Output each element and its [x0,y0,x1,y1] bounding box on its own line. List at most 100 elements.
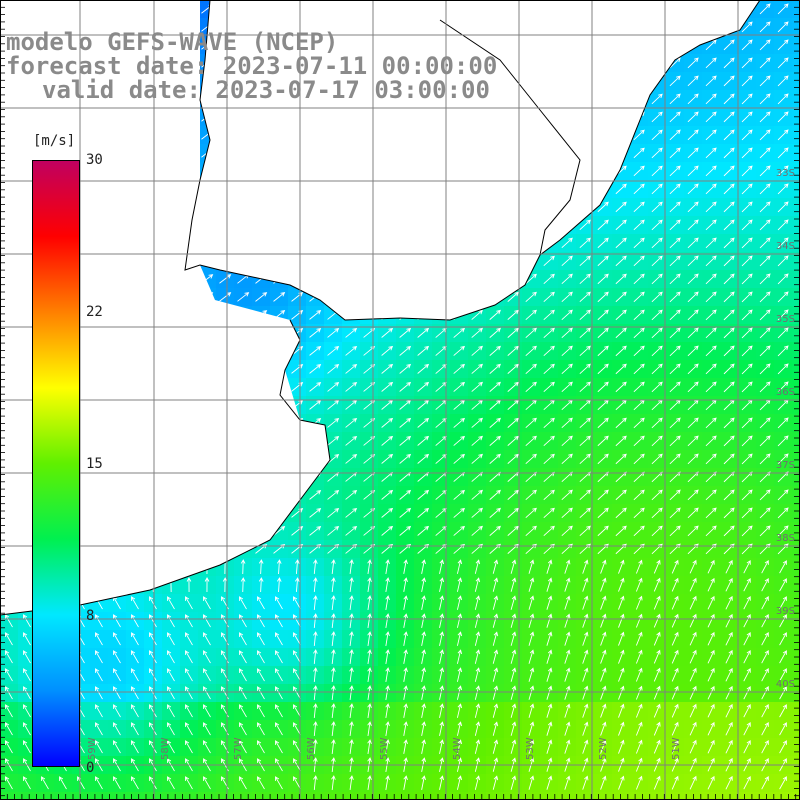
wind-arrow [779,686,787,700]
wind-speed-cell [792,306,800,325]
wind-arrow [345,525,358,536]
wind-arrow [417,327,430,338]
wind-arrow [564,667,571,682]
wind-arrow [687,57,699,69]
wind-arrow [421,775,426,790]
wind-speed-cell [792,18,800,37]
wind-speed-cell [792,342,800,361]
wind-arrow [546,613,553,628]
wind-arrow [510,613,517,628]
wind-arrow [707,577,715,592]
wind-arrow [759,219,771,231]
wind-speed-cell [792,396,800,415]
wind-arrow [185,668,193,682]
wind-arrow [385,685,390,700]
wind-arrow [597,327,609,339]
wind-arrow [23,614,31,628]
wind-arrow [705,111,717,123]
wind-arrow [561,525,573,537]
wind-arrow [421,631,426,646]
wind-speed-cell [522,792,541,800]
wind-arrow [633,453,645,465]
wind-arrow [203,632,211,646]
wind-arrow [723,273,735,285]
wind-arrow [777,165,789,177]
wind-arrow [331,559,336,575]
wind-arrow [759,201,771,213]
wind-arrow [579,363,591,375]
wind-arrow [417,363,430,374]
wind-arrow [759,183,771,195]
wind-arrow [597,309,609,321]
wind-arrow [689,775,697,790]
wind-arrow [777,345,789,357]
wind-arrow [705,273,717,285]
wind-speed-cell [612,792,631,800]
wind-arrow [489,309,501,320]
wind-arrow [367,721,372,736]
wind-arrow [651,93,663,105]
wind-arrow [633,273,645,285]
wind-arrow [185,740,193,754]
wind-arrow [331,703,336,719]
wind-speed-cell [162,792,181,800]
wind-arrow [507,291,519,302]
wind-arrow [240,559,246,575]
wind-arrow [741,57,753,69]
wind-arrow [579,381,591,393]
wind-arrow [113,686,121,700]
wind-arrow [743,721,751,736]
wind-arrow [741,309,753,321]
wind-arrow [687,183,699,195]
wind-arrow [95,704,103,718]
wind-arrow [618,613,625,628]
wind-arrow [167,776,175,790]
wind-arrow [723,363,735,375]
wind-arrow [759,21,771,33]
wind-arrow [257,776,265,790]
wind-arrow [167,614,175,628]
wind-arrow [543,255,555,267]
wind-arrow [131,776,139,790]
wind-arrow [564,577,571,592]
wind-arrow [331,631,336,647]
wind-arrow [293,668,301,682]
wind-arrow [705,453,717,465]
wind-arrow [761,560,769,574]
longitude-label: 58W [160,737,171,760]
wind-arrow [725,577,733,592]
wind-arrow [651,327,663,339]
wind-speed-cell [720,792,739,800]
wind-arrow [615,507,627,519]
wind-arrow [777,3,789,15]
wind-arrow [295,577,300,593]
wind-arrow [453,525,466,536]
wind-arrow [489,327,501,338]
wind-arrow [385,595,390,610]
wind-arrow [421,739,426,754]
wind-arrow [313,685,318,701]
wind-arrow [507,327,519,338]
wind-arrow [309,310,322,320]
wind-arrow [597,273,609,285]
wind-arrow [293,596,301,610]
wind-arrow [651,219,663,231]
wind-arrow [705,183,717,195]
wind-arrow [651,417,663,429]
wind-arrow [399,525,412,536]
wind-arrow [313,613,318,629]
wind-arrow [345,363,358,374]
wind-arrow [456,577,463,592]
wind-speed-cell [540,792,559,800]
wind-arrow [385,559,390,574]
wind-arrow [293,776,301,790]
wind-speed-cell [630,792,649,800]
wind-arrow [689,739,697,754]
wind-arrow [723,219,735,231]
wind-arrow [131,740,139,754]
wind-arrow [471,525,483,536]
wind-arrow [367,559,372,574]
wind-arrow [309,346,322,356]
wind-arrow [167,704,175,718]
wind-arrow [743,577,751,592]
